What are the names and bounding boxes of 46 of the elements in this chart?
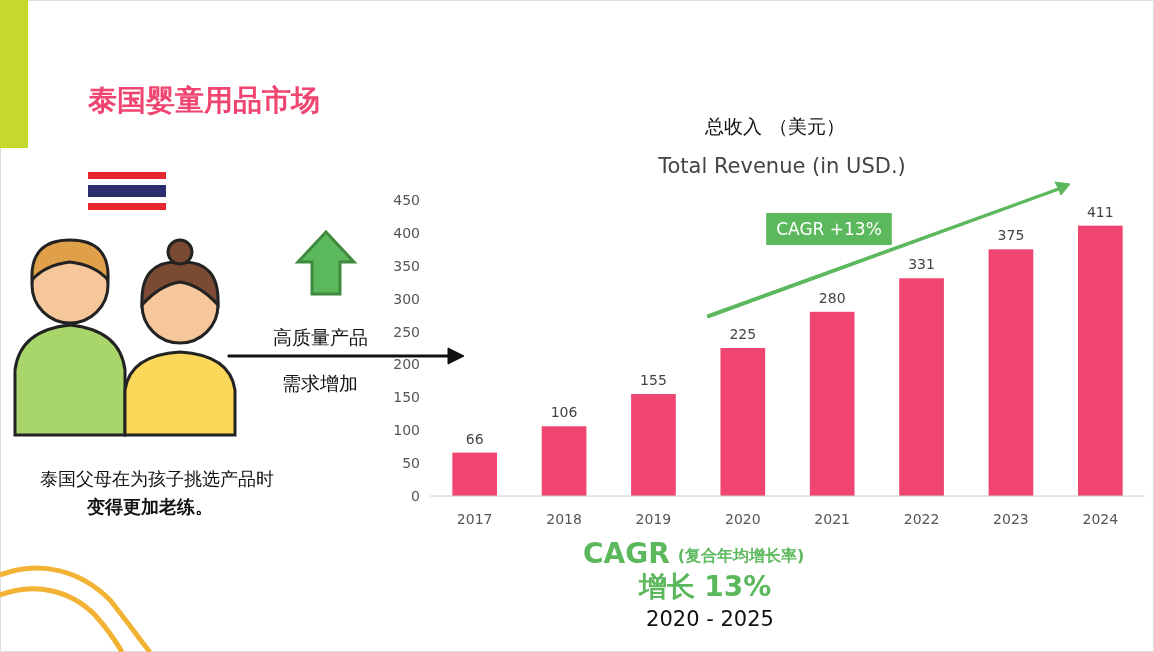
- bar: [1077, 225, 1123, 496]
- text: 增长 13%: [636, 570, 772, 603]
- text: 2020 - 2025: [646, 607, 774, 631]
- x-tick-label: 2024: [1082, 511, 1119, 527]
- annotation: CAGR +13%: [776, 219, 882, 239]
- text: 泰国父母在为孩子挑选产品时: [40, 468, 274, 489]
- bar: [631, 394, 676, 496]
- text: 高质量产品: [272, 326, 368, 348]
- bar: [809, 311, 855, 496]
- bar: [720, 348, 766, 496]
- y-tick-label: 100: [393, 422, 420, 439]
- y-tick-label: 450: [393, 192, 420, 208]
- bar: [452, 452, 498, 496]
- chart-subtitle: Total Revenue (in USD.): [657, 154, 906, 178]
- y-tick-label: 400: [393, 224, 420, 241]
- x-tick-label: 2021: [814, 511, 851, 527]
- data-label: 331: [908, 256, 935, 273]
- x-tick-label: 2020: [724, 511, 761, 527]
- bar: [899, 278, 944, 496]
- text: 泰国婴童用品市场: [87, 83, 320, 117]
- x-tick-label: 2017: [456, 511, 493, 527]
- y-tick-label: 300: [393, 290, 420, 307]
- text: 变得更加老练。: [86, 496, 213, 517]
- data-label: 155: [640, 372, 667, 389]
- data-label: 375: [997, 227, 1025, 244]
- y-tick-label: 0: [411, 488, 420, 504]
- y-tick-label: 150: [393, 389, 420, 406]
- x-tick-label: 2022: [903, 511, 940, 527]
- text: CAGR: [583, 537, 670, 570]
- data-label: 411: [1086, 203, 1114, 220]
- bar: [541, 426, 587, 496]
- data-label: 280: [818, 289, 846, 306]
- chart-title: 总收入 （美元）: [704, 115, 845, 137]
- text: (复合年均增长率): [677, 546, 805, 565]
- text: 需求增加: [282, 372, 358, 394]
- x-tick-label: 2023: [993, 511, 1029, 527]
- data-label: 66: [465, 430, 484, 447]
- y-tick-label: 350: [393, 257, 420, 274]
- x-tick-label: 2019: [635, 511, 672, 527]
- y-tick-label: 50: [402, 455, 420, 472]
- x-tick-label: 2018: [546, 511, 582, 527]
- data-label: 225: [729, 326, 757, 342]
- bar: [988, 249, 1034, 496]
- y-tick-label: 250: [393, 323, 420, 340]
- data-label: 106: [550, 404, 578, 421]
- y-tick-label: 200: [393, 356, 420, 373]
